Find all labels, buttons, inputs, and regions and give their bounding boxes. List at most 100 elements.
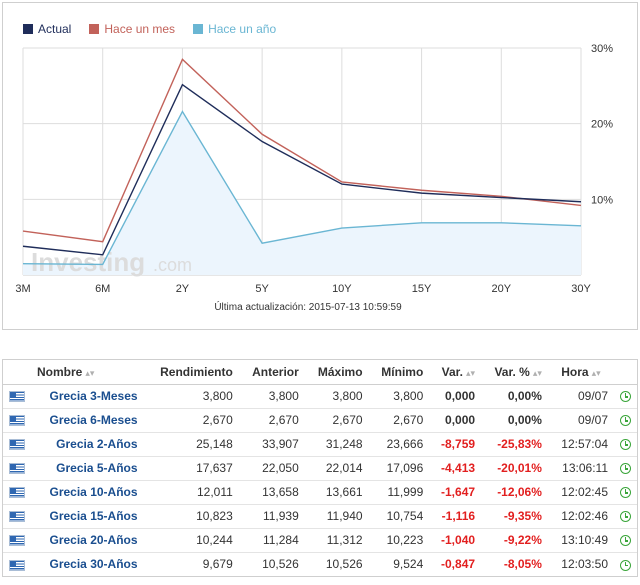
cell-rendimiento: 25,148: [143, 432, 239, 457]
cell-var: -0,847: [441, 557, 476, 572]
bond-name-link[interactable]: Grecia 15-Años: [31, 504, 144, 529]
cell-hora: 13:10:49: [547, 528, 614, 553]
greece-flag-icon: [9, 535, 25, 547]
cell-minimo: 11,999: [368, 480, 430, 505]
greece-flag-icon: [9, 391, 25, 403]
header-var-pct-label: Var. %: [494, 364, 530, 379]
cell-hora: 12:57:04: [547, 432, 614, 457]
bond-name-link[interactable]: Grecia 6-Meses: [31, 408, 144, 433]
x-tick-label: 10Y: [332, 283, 352, 295]
clock-icon[interactable]: [620, 487, 631, 499]
clock-icon[interactable]: [620, 415, 631, 427]
bond-name-link[interactable]: Grecia 20-Años: [31, 528, 144, 553]
legend-swatch: [23, 24, 33, 34]
cell-hora: 12:02:45: [547, 480, 614, 505]
sort-icon[interactable]: ▴▾: [532, 367, 542, 378]
cell-rendimiento: 10,823: [143, 504, 239, 529]
table-body: Grecia 3-Meses 3,800 3,800 3,800 3,800 0,000 0…: [3, 384, 637, 576]
cell-hora: 09/07: [547, 384, 614, 409]
clock-icon[interactable]: [620, 391, 631, 403]
header-clock: [614, 360, 637, 385]
cell-var: 0,000: [429, 384, 482, 409]
legend-swatch: [193, 24, 204, 34]
sort-icon[interactable]: ▴▾: [591, 367, 601, 378]
clock-icon[interactable]: [620, 511, 631, 523]
cell-minimo: 10,754: [368, 504, 430, 529]
bond-name-link[interactable]: Grecia 3-Meses: [31, 384, 144, 409]
bond-rates-table: Nombre ▴▾ Rendimiento Anterior Máximo Mín…: [3, 360, 637, 576]
cell-hora: 09/07: [547, 408, 614, 433]
cell-var-pct: -25,83%: [481, 432, 548, 457]
greece-flag-icon: [9, 439, 25, 451]
clock-icon[interactable]: [620, 463, 631, 475]
greece-flag-cell: [3, 408, 31, 433]
legend-item[interactable]: Hace un año: [193, 22, 276, 36]
header-hora[interactable]: Hora ▴▾: [547, 360, 614, 385]
cell-anterior: 10,526: [262, 557, 299, 572]
clock-cell: [614, 432, 637, 457]
header-nombre[interactable]: Nombre ▴▾: [31, 360, 144, 385]
table-row: Grecia 20-Años 10,244 11,284 11,312 10,223 -1…: [3, 528, 637, 553]
cell-var: -1,647: [429, 480, 482, 505]
cell-var-pct: -20,01%: [481, 456, 548, 481]
greece-flag-icon: [9, 511, 25, 523]
cell-minimo: 23,666: [368, 432, 430, 457]
legend-item[interactable]: Hace un mes: [89, 22, 175, 36]
cell-rendimiento: 9,679: [202, 557, 233, 572]
cell-var-pct: 0,00%: [481, 408, 548, 433]
greece-flag-cell: [3, 480, 31, 505]
x-tick-label: 30Y: [571, 283, 591, 295]
greece-flag-cell: [3, 432, 31, 457]
legend-label: Hace un mes: [104, 22, 176, 36]
clock-cell: [614, 456, 637, 481]
clock-cell: [614, 504, 637, 529]
greece-flag-icon: [9, 559, 25, 571]
cell-var: -8,759: [429, 432, 482, 457]
x-tick-label: 2Y: [176, 283, 190, 295]
legend-swatch: [89, 24, 100, 34]
series-line-actual: [22, 83, 582, 256]
clock-cell: [614, 384, 637, 409]
table-row: Grecia 15-Años 10,823 11,939 11,940 10,754 -1…: [3, 504, 637, 529]
yield-curve-chart: Investing .com 3M 6M 2Y 5Y 10Y 15Y 20Y 30Y 30% 20% 1…: [15, 43, 613, 313]
y-tick-label: 10%: [591, 194, 613, 206]
cell-hora: 13:06:11: [547, 456, 614, 481]
cell-var: -1,116: [429, 504, 482, 529]
header-flag: [3, 360, 31, 385]
bond-name-link[interactable]: Grecia 2-Años: [31, 432, 144, 457]
y-tick-label: 30%: [591, 43, 613, 55]
sort-icon[interactable]: ▴▾: [466, 367, 476, 378]
header-maximo: Máximo: [304, 360, 369, 385]
sort-icon[interactable]: ▴▾: [85, 367, 95, 378]
series-line-hace-un-mes: [22, 58, 582, 243]
table-row: Grecia 5-Años 17,637 22,050 22,014 17,096 -4,…: [3, 456, 637, 481]
cell-var: -1,040: [429, 528, 482, 553]
clock-icon[interactable]: [620, 559, 631, 571]
cell-anterior: 13,658: [238, 480, 305, 505]
x-tick-label: 15Y: [412, 283, 432, 295]
header-var[interactable]: Var. ▴▾: [429, 360, 482, 385]
header-var-pct[interactable]: Var. % ▴▾: [481, 360, 548, 385]
clock-icon[interactable]: [620, 439, 631, 451]
investing-watermark: Investing: [31, 247, 145, 277]
table-row: Grecia 6-Meses 2,670 2,670 2,670 2,670 0,000 0…: [3, 408, 637, 433]
table-row: Grecia 2-Años 25,148 33,907 31,248 23,666 -8,…: [3, 432, 637, 457]
cell-maximo: 10,526: [325, 557, 363, 572]
cell-var-pct: -12,06%: [481, 480, 548, 505]
clock-cell: [614, 552, 637, 576]
header-rendimiento: Rendimiento: [143, 360, 239, 385]
cell-rendimiento: 12,011: [143, 480, 239, 505]
bond-name-link[interactable]: Grecia 30-Años: [49, 557, 138, 572]
header-minimo: Mínimo: [368, 360, 430, 385]
greece-flag-cell: [3, 456, 31, 481]
clock-icon[interactable]: [620, 535, 631, 547]
header-nombre-label: Nombre: [37, 364, 83, 379]
cell-minimo: 10,223: [368, 528, 430, 553]
bond-name-link[interactable]: Grecia 10-Años: [31, 480, 144, 505]
bond-name-link[interactable]: Grecia 5-Años: [31, 456, 144, 481]
legend-item[interactable]: Actual: [23, 22, 71, 36]
x-tick-label: 6M: [95, 283, 110, 295]
header-hora-label: Hora: [561, 364, 589, 379]
cell-rendimiento: 3,800: [143, 384, 239, 409]
cell-anterior: 11,284: [238, 528, 305, 553]
